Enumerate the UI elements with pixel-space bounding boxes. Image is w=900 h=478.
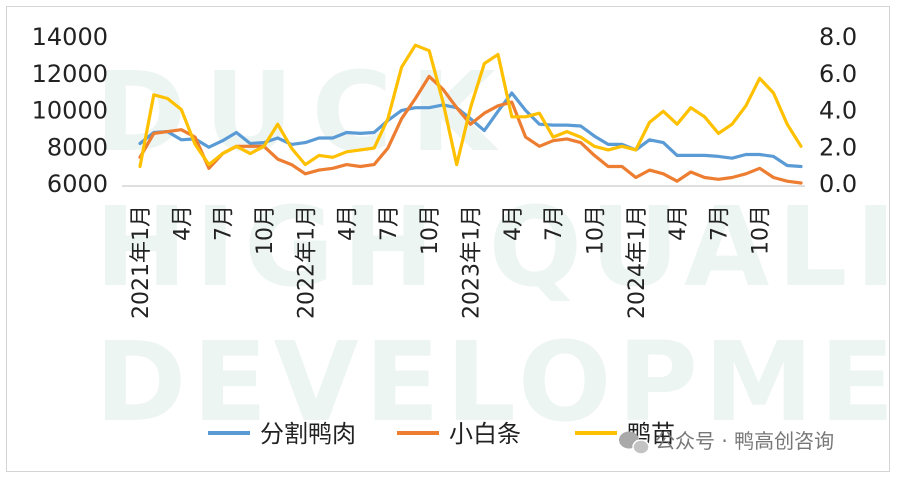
credit: 公众号 · 鸭高创咨询 — [619, 429, 834, 455]
series-layer — [138, 43, 803, 185]
left-y-tick-label: 12000 — [32, 60, 108, 88]
x-tick-label: 10月 — [749, 205, 774, 255]
left-y-axis: 6000 8000 10000 12000 14000 — [32, 23, 108, 198]
x-tick-label: 4月 — [501, 205, 526, 241]
right-y-tick-label: 4.0 — [819, 97, 857, 125]
right-y-tick-label: 2.0 — [819, 133, 857, 161]
x-tick-label: 7月 — [707, 205, 732, 241]
watermark-line-2: HIGH QUALITY — [95, 183, 900, 311]
legend-label: 分割鸭肉 — [260, 420, 356, 448]
wechat-icon — [619, 431, 650, 455]
x-tick-label: 4月 — [170, 205, 195, 241]
credit-text: 公众号 · 鸭高创咨询 — [655, 429, 834, 453]
x-tick-label: 10月 — [418, 205, 443, 255]
series-line-3 — [138, 43, 803, 169]
legend: 分割鸭肉 小白条 鸭苗 — [208, 420, 675, 448]
left-y-tick-label: 8000 — [47, 133, 108, 161]
right-y-tick-label: 6.0 — [819, 60, 857, 88]
watermark-line-1: DUCK — [95, 48, 514, 176]
x-tick-label: 2022年1月 — [294, 205, 319, 319]
x-tick-label: 4月 — [666, 205, 691, 241]
chart-frame — [6, 6, 890, 472]
legend-label: 小白条 — [449, 420, 521, 448]
x-tick-label: 7月 — [542, 205, 567, 241]
x-tick-label: 4月 — [336, 205, 361, 241]
series-line-1 — [138, 91, 803, 169]
x-tick-label: 7月 — [377, 205, 402, 241]
right-y-axis: 0.0 2.0 4.0 6.0 8.0 — [819, 23, 857, 198]
left-y-tick-label: 6000 — [47, 170, 108, 198]
x-tick-label: 10月 — [583, 205, 608, 255]
x-axis: 2021年1月 4月 7月 10月 2022年1月 4月 7月 10月 2023年1月 4月 7月 1… — [129, 205, 774, 319]
right-y-tick-label: 8.0 — [819, 23, 857, 51]
left-y-tick-label: 10000 — [32, 97, 108, 125]
series-line-2 — [138, 74, 803, 185]
watermark: DUCK HIGH QUALITY DEVELOPMENT — [95, 48, 900, 446]
x-tick-label: 2021年1月 — [129, 205, 154, 319]
right-y-tick-label: 0.0 — [819, 170, 857, 198]
x-tick-label: 2024年1月 — [625, 205, 650, 319]
x-tick-label: 7月 — [212, 205, 237, 241]
watermark-line-3: DEVELOPMENT — [95, 318, 900, 446]
left-y-tick-label: 14000 — [32, 23, 108, 51]
x-tick-label: 10月 — [253, 205, 278, 255]
x-tick-label: 2023年1月 — [460, 205, 485, 319]
